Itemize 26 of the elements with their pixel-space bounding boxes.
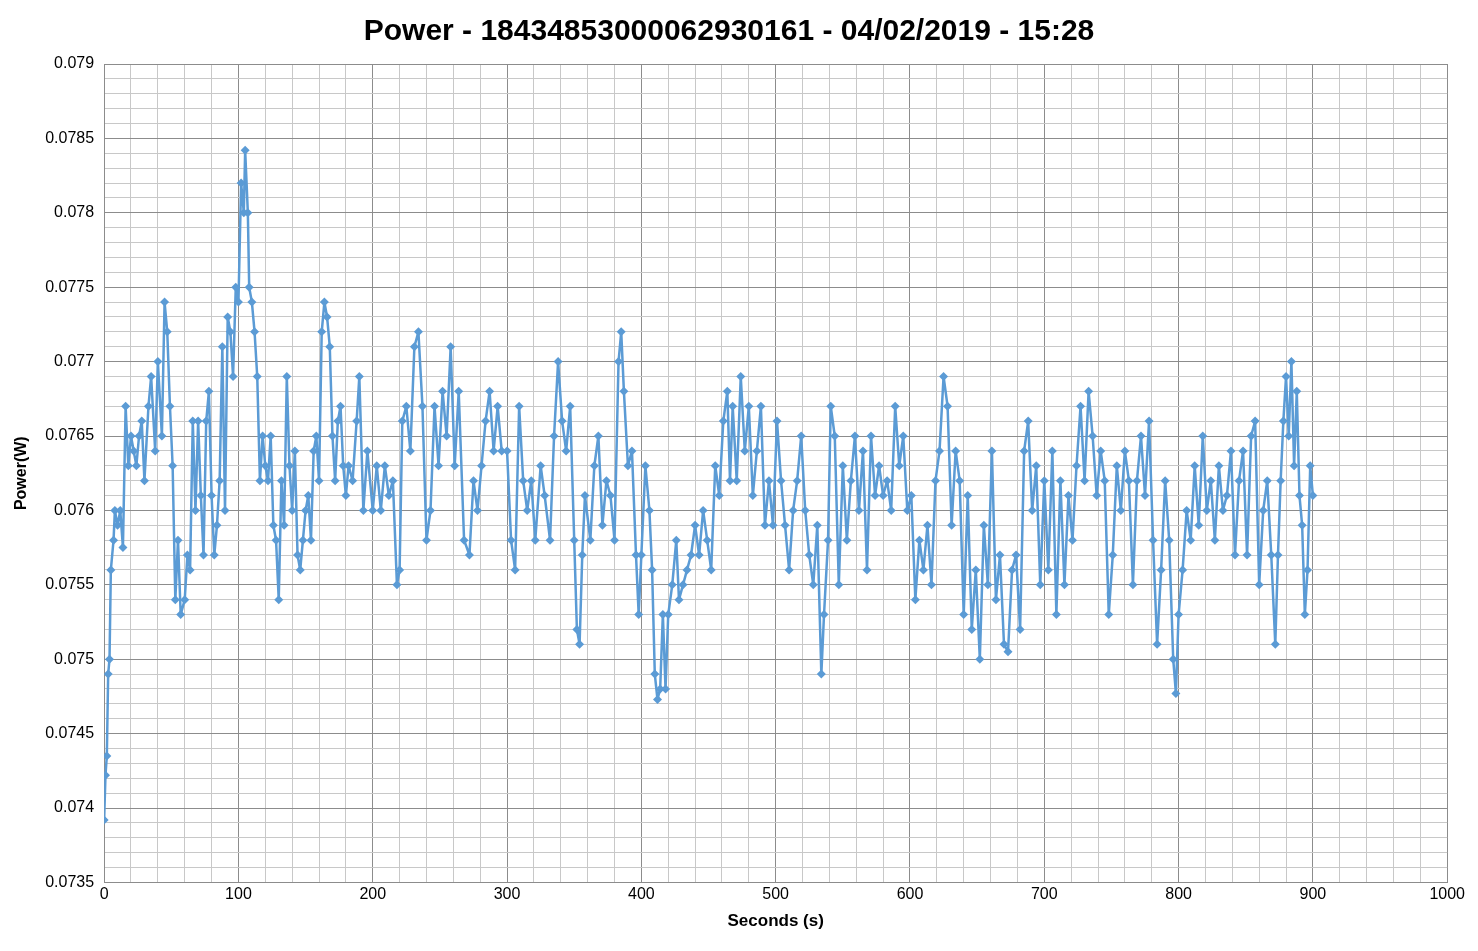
- x-tick-label: 0: [99, 885, 109, 903]
- x-tick-label: 100: [225, 885, 252, 903]
- x-tick-label: 1000: [1429, 885, 1466, 903]
- y-tick-label: 0.077: [54, 352, 95, 370]
- x-tick-label: 800: [1165, 885, 1193, 903]
- x-axis-title: Seconds (s): [727, 911, 824, 931]
- chart-title: Power - 18434853000062930161 - 04/02/2019 - 15:28: [363, 13, 1095, 47]
- y-tick-label: 0.0765: [45, 426, 95, 444]
- x-tick-label: 400: [628, 885, 655, 903]
- x-tick-label: 300: [493, 885, 521, 903]
- y-tick-label: 0.078: [54, 203, 95, 221]
- y-tick-label: 0.0735: [45, 872, 95, 890]
- x-tick-label: 900: [1299, 885, 1327, 903]
- y-tick-label: 0.0775: [45, 277, 95, 295]
- y-tick-label: 0.074: [54, 798, 95, 816]
- x-tick-label: 700: [1030, 885, 1058, 903]
- y-tick-label: 0.0755: [45, 575, 95, 593]
- y-tick-label: 0.0785: [45, 128, 95, 146]
- y-tick-label: 0.0745: [45, 724, 95, 742]
- x-tick-label: 200: [359, 885, 387, 903]
- x-tick-label: 500: [762, 885, 790, 903]
- y-tick-label: 0.075: [54, 649, 95, 667]
- x-tick-label: 600: [896, 885, 924, 903]
- y-tick-label: 0.079: [54, 54, 95, 72]
- y-axis-title: Power(W): [12, 436, 30, 511]
- y-tick-label: 0.076: [54, 500, 95, 518]
